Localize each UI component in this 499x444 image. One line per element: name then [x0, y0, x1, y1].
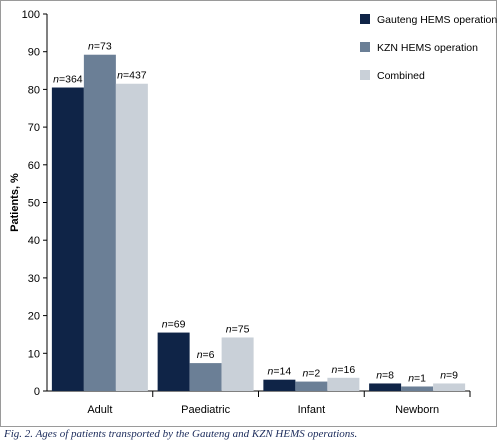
- y-tick-label: 40: [28, 235, 40, 247]
- x-tick-label: Newborn: [395, 404, 439, 416]
- bar-adult-series-1: [51, 87, 84, 391]
- y-axis-label: Patients, %: [9, 173, 21, 232]
- bar-chart: 0 10 20 30 40 50 60 70 80 90 100 Patients, % Adult Pa…: [9, 9, 497, 416]
- legend-swatch-1: [360, 14, 370, 24]
- y-tick-label: 0: [34, 386, 40, 398]
- bar-newborn-series-3: [433, 383, 466, 391]
- bar-paediatric-series-1: [157, 332, 190, 391]
- data-label: n=69: [162, 319, 186, 331]
- x-tick-label: Paediatric: [181, 404, 230, 416]
- bar-infant-series-1: [263, 379, 296, 391]
- data-label: n=73: [88, 41, 112, 53]
- x-tick-label: Infant: [298, 404, 326, 416]
- y-tick-label: 30: [28, 273, 40, 285]
- bar-adult-series-2: [83, 54, 116, 391]
- legend-label-3: Combined: [377, 70, 425, 82]
- y-tick-label: 20: [28, 311, 40, 323]
- bar-infant-series-2: [295, 381, 328, 391]
- y-tick-label: 60: [28, 160, 40, 172]
- data-label: n=16: [332, 364, 356, 376]
- bar-adult-series-3: [115, 83, 148, 392]
- bar-paediatric-series-3: [221, 337, 254, 391]
- legend-swatch-2: [360, 42, 370, 52]
- y-tick-label: 50: [28, 198, 40, 210]
- data-label: n=8: [376, 369, 394, 381]
- bar-paediatric-series-2: [189, 363, 222, 391]
- data-label: n=6: [197, 349, 215, 361]
- y-tick-label: 70: [28, 122, 40, 134]
- data-label: n=364: [53, 74, 83, 86]
- data-label: n=1: [408, 372, 426, 384]
- y-tick-label: 10: [28, 348, 40, 360]
- data-label: n=75: [226, 323, 250, 335]
- data-label: n=14: [268, 366, 292, 378]
- y-tick-label: 80: [28, 84, 40, 96]
- legend-label-2: KZN HEMS operation: [377, 42, 478, 54]
- legend-swatch-3: [360, 70, 370, 80]
- y-tick-label: 90: [28, 47, 40, 59]
- y-tick-label: 100: [22, 9, 40, 21]
- data-label: n=2: [302, 368, 320, 380]
- figure-caption: Fig. 2. Ages of patients transported by …: [4, 428, 358, 440]
- bar-infant-series-3: [327, 377, 360, 391]
- legend-label-1: Gauteng HEMS operation: [377, 14, 497, 26]
- bar-newborn-series-1: [369, 383, 402, 391]
- bar-newborn-series-2: [401, 386, 434, 391]
- data-label: n=9: [440, 369, 458, 381]
- data-label: n=437: [117, 70, 147, 82]
- x-tick-label: Adult: [87, 404, 112, 416]
